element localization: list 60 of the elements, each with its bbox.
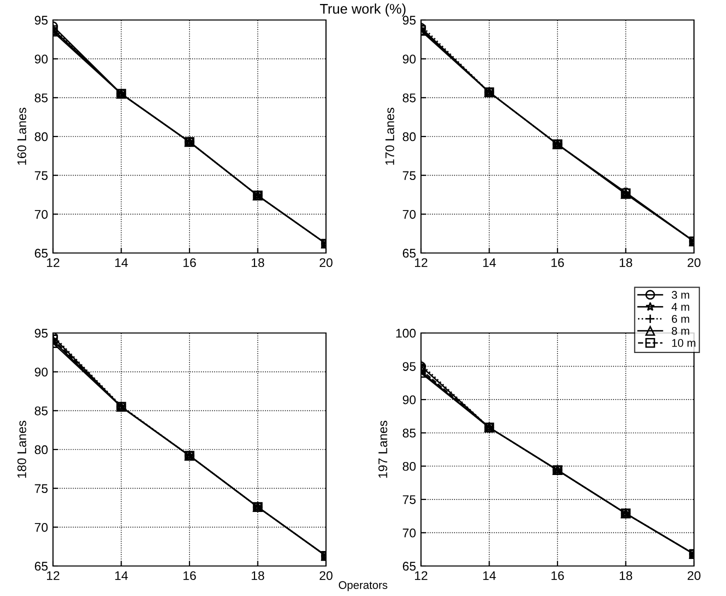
x-tick-label: 14 (115, 258, 128, 267)
y-tick-label: 80 (34, 132, 48, 142)
y-tick-label: 85 (34, 406, 48, 416)
y-tick-label: 70 (402, 528, 416, 538)
y-tick-label: 75 (402, 495, 416, 504)
y-tick-label: 70 (34, 210, 48, 219)
x-tick-label: 12 (415, 571, 428, 580)
y-tick-label: 80 (402, 132, 416, 142)
y-tick-label: 95 (34, 16, 48, 25)
x-tick-label: 20 (320, 258, 332, 268)
y-tick-label: 70 (402, 210, 416, 219)
x-tick-label: 18 (620, 258, 632, 268)
y-tick-label: 75 (402, 171, 416, 180)
y-tick-label: 90 (34, 368, 48, 376)
y-tick-label: 85 (34, 93, 48, 102)
x-tick-label: 14 (483, 258, 496, 267)
y-tick-label: 80 (34, 445, 48, 454)
x-tick-label: 14 (483, 571, 496, 580)
x-tick-label: 18 (620, 571, 632, 580)
y-tick-label: 95 (402, 362, 416, 371)
x-tick-label: 16 (552, 258, 564, 268)
legend-label: 8 m (672, 326, 690, 335)
x-tick-label: 16 (184, 571, 196, 580)
y-tick-label: 90 (402, 395, 416, 404)
y-tick-label: 80 (402, 462, 416, 471)
x-axis-title: Operators (338, 581, 388, 592)
y-tick-label: 90 (402, 54, 416, 64)
x-tick-label: 16 (184, 258, 196, 268)
y-tick-label: 85 (402, 428, 416, 438)
y-tick-label: 85 (402, 93, 416, 102)
x-tick-label: 16 (552, 571, 564, 580)
x-tick-label: 18 (252, 258, 264, 268)
y-axis-title: 180 Lanes (17, 420, 26, 478)
x-tick-label: 12 (47, 571, 60, 580)
x-tick-label: 20 (320, 571, 332, 580)
y-tick-label: 95 (34, 328, 48, 338)
x-tick-label: 12 (415, 258, 428, 267)
y-tick-label: 75 (34, 484, 48, 493)
y-tick-label: 75 (34, 171, 48, 180)
y-axis-title: 160 Lanes (17, 108, 26, 165)
y-tick-label: 65 (402, 562, 416, 571)
x-tick-label: 18 (252, 571, 264, 580)
y-axis-title: 170 Lanes (385, 108, 394, 165)
y-tick-label: 100 (396, 328, 416, 338)
y-tick-label: 95 (402, 16, 416, 25)
legend-label: 6 m (672, 314, 690, 323)
x-tick-label: 20 (688, 258, 700, 268)
y-tick-label: 90 (34, 54, 48, 64)
text: True work (%) (320, 4, 406, 16)
x-tick-label: 14 (115, 571, 128, 580)
legend-label: 10 m (672, 339, 696, 347)
y-axis-title: 197 Lanes (378, 420, 388, 478)
x-tick-label: 12 (47, 258, 60, 267)
y-tick-label: 65 (34, 248, 48, 258)
y-tick-label: 65 (402, 248, 416, 258)
x-tick-label: 20 (688, 571, 700, 580)
y-tick-label: 65 (34, 562, 48, 571)
legend-label: 3 m (672, 290, 690, 299)
y-tick-label: 70 (34, 522, 48, 532)
legend-label: 4 m (672, 303, 690, 311)
